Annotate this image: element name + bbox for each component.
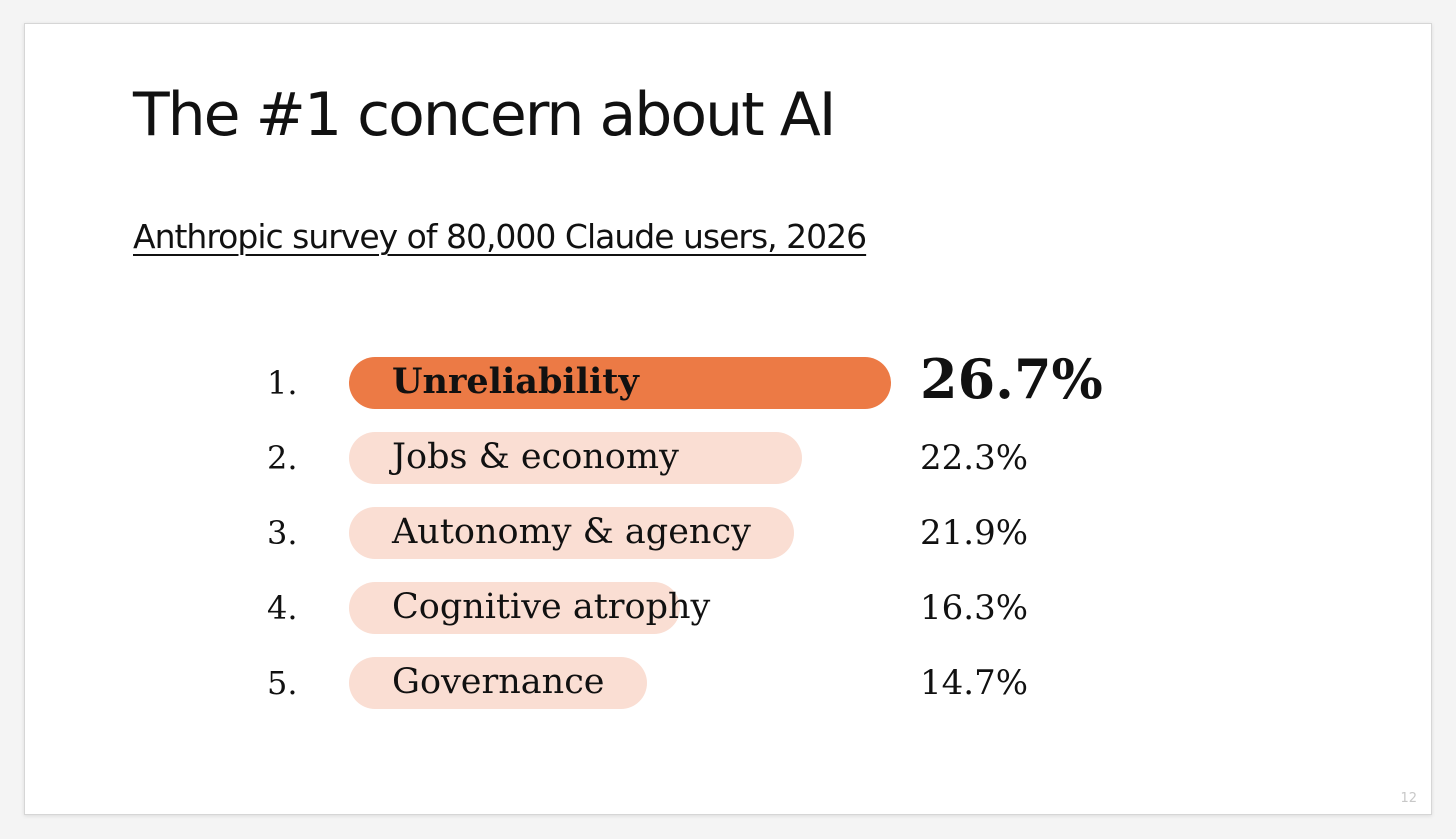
slide-subtitle: Anthropic survey of 80,000 Claude users,… <box>133 217 867 256</box>
category-label: Autonomy & agency <box>392 512 751 552</box>
slide-title: The #1 concern about AI <box>133 80 836 150</box>
rank-label: 1. <box>267 364 298 402</box>
value-label: 22.3% <box>920 438 1029 478</box>
category-label: Unreliability <box>392 361 639 402</box>
bar-row: 3. Autonomy & agency 21.9% <box>25 507 1431 559</box>
value-label: 21.9% <box>920 513 1029 553</box>
bar-row: 4. Cognitive atrophy 16.3% <box>25 582 1431 634</box>
rank-label: 4. <box>267 589 298 627</box>
rank-label: 3. <box>267 514 298 552</box>
concern-bar-chart: 1. Unreliability 26.7% 2. Jobs & economy 22.3… <box>25 24 1431 814</box>
slide: The #1 concern about AI Anthropic survey… <box>24 23 1432 815</box>
bar-row: 1. Unreliability 26.7% <box>25 352 1431 409</box>
category-label: Cognitive atrophy <box>392 587 711 627</box>
rank-label: 2. <box>267 439 298 477</box>
bar <box>349 657 647 709</box>
value-label: 16.3% <box>920 588 1029 628</box>
bar-row: 5. Governance 14.7% <box>25 657 1431 709</box>
bar <box>349 507 794 559</box>
bar <box>349 582 680 634</box>
page-number: 12 <box>1400 791 1417 806</box>
value-label: 26.7% <box>920 347 1103 411</box>
bar <box>349 432 802 484</box>
category-label: Jobs & economy <box>392 437 679 477</box>
rank-label: 5. <box>267 664 298 702</box>
bar-row: 2. Jobs & economy 22.3% <box>25 432 1431 484</box>
bar <box>349 357 891 409</box>
category-label: Governance <box>392 662 605 702</box>
value-label: 14.7% <box>920 663 1029 703</box>
